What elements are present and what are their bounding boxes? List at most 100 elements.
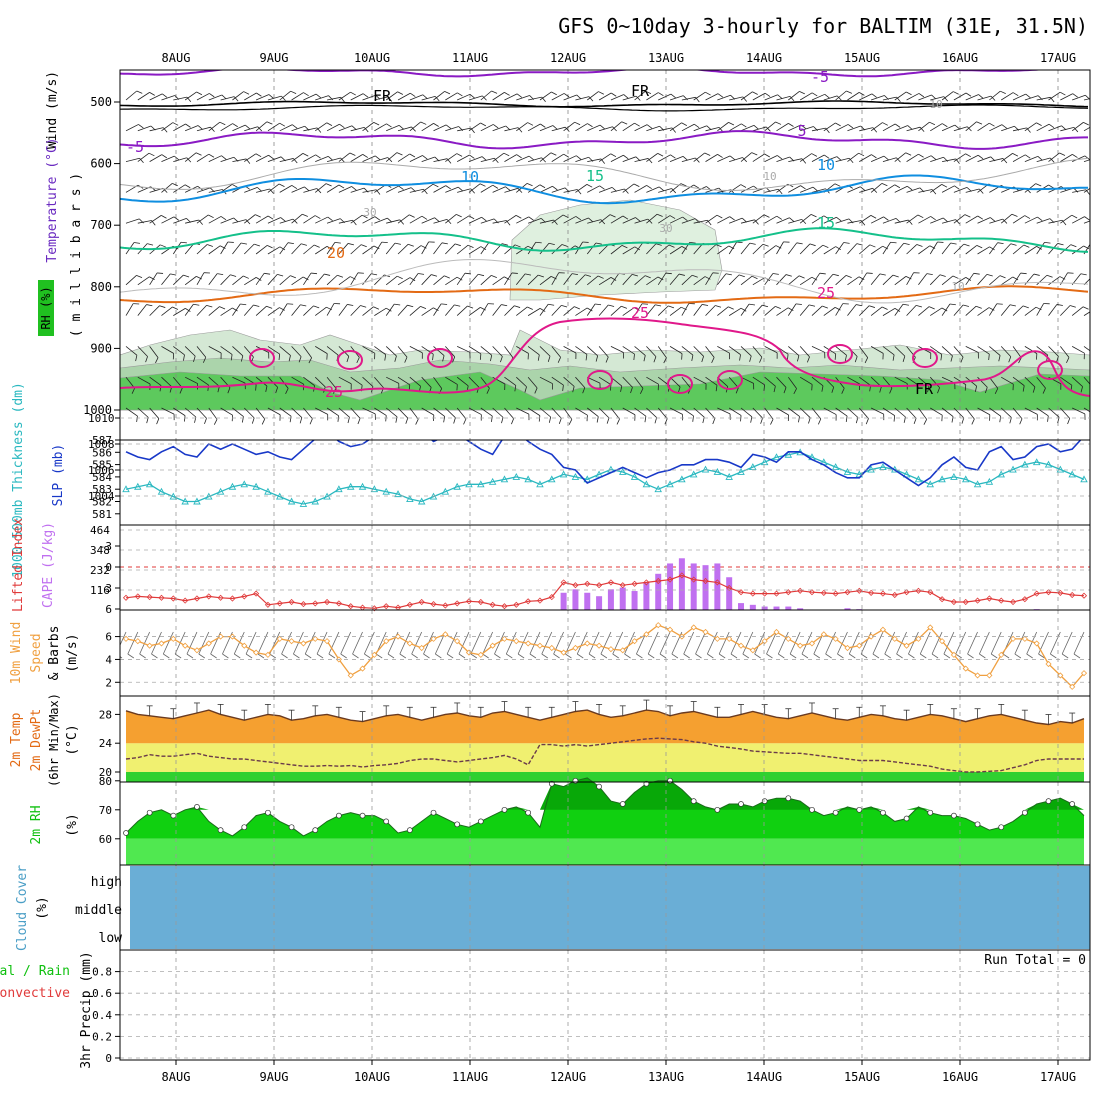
wind10-point <box>288 638 295 645</box>
wind-barb <box>303 188 317 193</box>
wind-barb-flag <box>561 304 568 308</box>
wind10-barb-flag <box>127 653 135 659</box>
cape-bar <box>738 603 745 610</box>
wind-barb-flag <box>1025 93 1031 99</box>
rh-point <box>856 806 863 813</box>
wind-barb <box>137 346 148 357</box>
rh-point <box>430 809 437 816</box>
lifted-index-point <box>1009 598 1017 606</box>
wind-barb <box>433 407 445 417</box>
wind-barb-flag <box>1023 244 1030 248</box>
wind-barb <box>1012 376 1025 386</box>
wind-barb-flag <box>844 355 847 362</box>
wind10-barb <box>151 631 162 655</box>
rh-point <box>359 812 366 819</box>
wind-barb <box>563 189 578 193</box>
wind-barb <box>480 303 489 316</box>
wind-barb <box>149 407 160 419</box>
wind-barb <box>516 376 527 388</box>
wind-barb-flag <box>324 273 331 276</box>
wind-barb-flag <box>783 387 787 394</box>
wind-barb <box>125 346 138 356</box>
wind-barb-flag <box>766 126 771 132</box>
wind-barb <box>208 155 222 162</box>
wind10-point <box>643 631 650 638</box>
wind-barb <box>232 158 247 162</box>
thickness-point <box>654 485 662 493</box>
wind-barb-flag <box>310 272 318 275</box>
wind-barb <box>764 346 778 354</box>
wind-barb-flag <box>184 415 186 422</box>
wind-barb <box>977 307 990 316</box>
wind-barb-flag <box>1069 305 1076 308</box>
wind-barb-flag <box>362 93 369 98</box>
lifted-index-point <box>891 591 898 599</box>
wind-barb-flag <box>443 416 446 423</box>
wind-barb <box>173 274 184 286</box>
thickness-point <box>370 485 379 493</box>
lifted-index-point <box>927 589 934 596</box>
wind-barb <box>480 242 490 255</box>
wind-barb-flag <box>824 154 830 159</box>
wind-barb <box>586 303 596 316</box>
wind-barb <box>930 307 943 316</box>
lifted-index-point <box>1080 592 1088 599</box>
wind-barb <box>586 346 598 357</box>
wind-barb <box>989 158 1004 162</box>
wind-barb-flag <box>233 96 239 102</box>
wind-barb-flag <box>952 275 959 279</box>
wind-barb <box>397 346 408 358</box>
wind-barb <box>787 303 797 316</box>
thickness-tick-label: 583 <box>92 483 112 496</box>
wind-barb <box>847 276 860 286</box>
wind-barb-flag <box>680 183 687 187</box>
thickness-tick-label: 585 <box>92 459 112 472</box>
wind-barb-flag <box>735 387 739 394</box>
wind-barb-flag <box>939 274 946 277</box>
wind-barb <box>551 272 560 285</box>
wind-barb-flag <box>463 418 467 425</box>
lifted-index-point <box>193 595 201 602</box>
wind-barb-flag <box>156 418 160 425</box>
wind-barb-flag <box>467 305 474 309</box>
wind-barb-flag <box>1000 90 1006 94</box>
wind-barb-flag <box>219 306 226 310</box>
thickness-point <box>548 475 556 483</box>
wind-barb <box>1024 407 1038 415</box>
wind-barb-flag <box>917 214 924 219</box>
wind-barb <box>480 275 492 286</box>
wind-barb-flag <box>596 416 599 423</box>
wind-barb <box>173 308 186 316</box>
lifted-index-point <box>548 594 555 601</box>
wind-barb-flag <box>186 157 192 163</box>
wind10-point <box>879 626 887 633</box>
cape-bar <box>619 587 626 610</box>
thickness-tick-label: 582 <box>92 496 112 509</box>
wind-barb-flag <box>571 273 579 276</box>
wind-barb-flag <box>444 91 451 95</box>
wind-barb <box>504 376 517 386</box>
wind-barb <box>468 346 482 355</box>
wind-barb <box>1012 305 1024 316</box>
wind-barb <box>646 243 657 255</box>
wind10-barb <box>754 631 766 655</box>
wind-barb <box>1036 274 1048 286</box>
wind-barb <box>457 127 471 132</box>
wind-barb-flag <box>646 185 652 190</box>
wind-barb <box>764 215 777 224</box>
wind-barb-flag <box>404 356 408 363</box>
wind-barb <box>835 346 847 356</box>
wind-barb-flag <box>919 126 925 132</box>
wind10-point <box>548 644 555 652</box>
wind10-barb <box>364 631 375 655</box>
lifted-index-point <box>513 601 520 608</box>
wind10-barb <box>848 631 860 655</box>
wind-barb-flag <box>773 386 776 393</box>
lifted-index-point <box>276 600 283 607</box>
wind-barb <box>255 273 265 286</box>
wind-barb <box>1048 125 1062 132</box>
wind-barb <box>196 187 211 193</box>
wind-barb <box>752 92 766 101</box>
wind-barb <box>184 125 199 132</box>
wind-barb <box>658 93 672 101</box>
